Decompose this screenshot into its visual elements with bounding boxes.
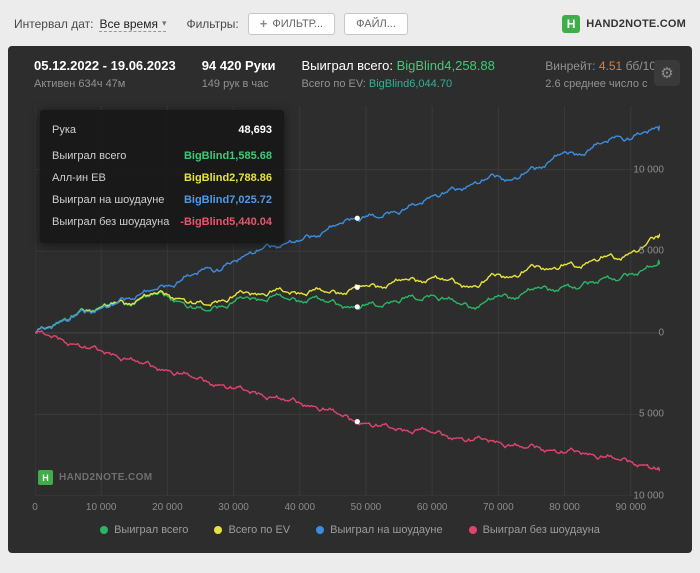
hands-per-hour: 149 рук в час: [201, 78, 269, 90]
chart-canvas[interactable]: [35, 106, 660, 496]
file-button[interactable]: ФАЙЛ...: [344, 13, 408, 35]
x-axis-label: 50 000: [350, 502, 382, 513]
x-axis-label: 0: [32, 502, 38, 513]
tooltip-label: Алл-ин EВ: [52, 172, 106, 184]
tooltip-value: 48,693: [238, 124, 272, 136]
tooltip-row: Выиграл без шоудауна -BigBlind5,440.04: [52, 211, 272, 233]
stats-header: 05.12.2022 - 19.06.2023 Активен 634ч 47м…: [8, 46, 692, 90]
legend-item[interactable]: Всего по EV: [214, 524, 290, 536]
winrate-label: Винрейт:: [545, 59, 596, 73]
winnings-chart[interactable]: 10 000 5 000 0 5 000 10 000: [35, 106, 664, 502]
hands-count: 94 420 Руки: [201, 58, 276, 73]
x-axis-label: 80 000: [549, 502, 580, 513]
legend-item[interactable]: Выиграл без шоудауна: [468, 524, 600, 536]
y-axis-label: 10 000: [633, 490, 664, 502]
line-series-1: [35, 233, 660, 334]
x-axis-label: 70 000: [483, 502, 514, 513]
watermark: H HAND2NOTE.COM: [38, 470, 153, 485]
hover-dot: [354, 304, 360, 310]
hand2note-watermark-icon: H: [38, 470, 53, 485]
x-axis-label: 40 000: [284, 502, 316, 513]
legend-dot-icon: [316, 526, 325, 534]
hands-block: 94 420 Руки 149 рук в час: [202, 58, 276, 90]
chevron-down-icon: ▾: [161, 18, 167, 28]
stats-panel: 05.12.2022 - 19.06.2023 Активен 634ч 47м…: [8, 46, 692, 553]
tooltip-label: Выиграл без шоудауна: [52, 216, 170, 228]
settings-button[interactable]: ⚙: [654, 60, 680, 86]
hover-dot: [354, 284, 360, 290]
legend-label: Выиграл всего: [114, 524, 189, 536]
gear-icon: ⚙: [660, 65, 674, 82]
tooltip-label: Выиграл всего: [52, 150, 127, 162]
brand-logo: H HAND2NOTE.COM: [562, 15, 686, 33]
tooltip-row: Рука 48,693: [52, 119, 272, 141]
hand2note-logo-icon: H: [562, 15, 581, 33]
y-axis-label: 5 000: [638, 245, 664, 257]
watermark-text: HAND2NOTE.COM: [59, 472, 153, 483]
tooltip-row: Выиграл всего BigBlind1,585.68: [52, 145, 272, 167]
legend-dot-icon: [100, 526, 109, 534]
tooltip-row: Выиграл на шоудауне BigBlind7,025.72: [52, 189, 272, 211]
x-axis-label: 60 000: [416, 502, 448, 513]
date-range-block: 05.12.2022 - 19.06.2023 Активен 634ч 47м: [34, 58, 176, 90]
hover-dot: [354, 419, 360, 425]
line-series-3: [35, 330, 660, 472]
tooltip-label: Рука: [52, 124, 77, 136]
winrate-unit: бб/10: [625, 59, 656, 73]
legend-item[interactable]: Выиграл всего: [100, 524, 188, 536]
legend-dot-icon: [468, 526, 477, 534]
x-axis-label: 20 000: [152, 502, 183, 513]
date-range: 05.12.2022 - 19.06.2023: [34, 58, 176, 73]
y-axis-label: 5 000: [638, 408, 664, 420]
toolbar: Интервал дат: Все время ▾ Фильтры: + ФИЛ…: [0, 0, 700, 46]
won-total-value: BigBlind4,258.88: [396, 58, 495, 73]
x-axis-label: 90 000: [615, 502, 647, 513]
y-axis-label: 10 000: [633, 164, 664, 176]
x-axis-label: 30 000: [218, 502, 249, 513]
tooltip-label: Выиграл на шоудауне: [52, 194, 165, 206]
filter-button[interactable]: + ФИЛЬТР...: [247, 13, 336, 35]
x-axis-labels: 0 10 000 20 000 30 000 40 000 50 000 60 000 70 …: [32, 502, 660, 516]
tooltip-value: BigBlind7,025.72: [183, 194, 272, 206]
ev-total-value: BigBlind6,044.70: [368, 78, 453, 90]
line-series-2: [35, 125, 660, 334]
file-button-label: ФАЙЛ...: [356, 18, 396, 30]
avg-text: 2.6 среднее число с: [545, 78, 648, 90]
y-axis-label: 0: [658, 327, 664, 339]
legend-dot-icon: [214, 526, 223, 534]
filter-button-label: ФИЛЬТР...: [272, 18, 324, 30]
tooltip-row: Алл-ин EВ BigBlind2,788.86: [52, 167, 272, 189]
x-axis-label: 10 000: [85, 502, 117, 513]
chart-tooltip: Рука 48,693 Выиграл всего BigBlind1,585.68 А…: [40, 110, 284, 243]
tooltip-value: BigBlind2,788.86: [183, 172, 272, 184]
date-interval-label: Интервал дат:: [14, 17, 94, 31]
hover-dot: [354, 215, 360, 221]
tooltip-value: -BigBlind5,440.04: [180, 216, 272, 228]
filters-label: Фильтры:: [186, 17, 239, 31]
line-series-0: [35, 259, 660, 334]
tooltip-value: BigBlind1,585.68: [183, 150, 272, 162]
date-interval-value: Все время: [99, 16, 158, 31]
date-interval-dropdown[interactable]: Все время ▾: [99, 16, 167, 32]
logo-text: HAND2NOTE.COM: [586, 18, 686, 30]
ev-total-label: Всего по EV:: [301, 78, 366, 90]
plus-icon: +: [259, 16, 268, 31]
legend-label: Выиграл на шоудауне: [330, 524, 443, 536]
chart-legend: Выиграл всего Всего по EV Выиграл на шоуда…: [8, 524, 692, 536]
won-total-label: Выиграл всего:: [301, 58, 393, 73]
legend-item[interactable]: Выиграл на шоудауне: [316, 524, 443, 536]
legend-label: Выиграл без шоудауна: [482, 524, 600, 536]
winrate-block: Винрейт: 4.51 бб/10 2.6 среднее число с: [545, 58, 656, 90]
won-total-block: Выиграл всего: BigBlind4,258.88 Всего по…: [301, 58, 494, 90]
winrate-value: 4.51: [598, 59, 623, 73]
active-time: Активен 634ч 47м: [34, 78, 126, 90]
legend-label: Всего по EV: [228, 524, 291, 536]
